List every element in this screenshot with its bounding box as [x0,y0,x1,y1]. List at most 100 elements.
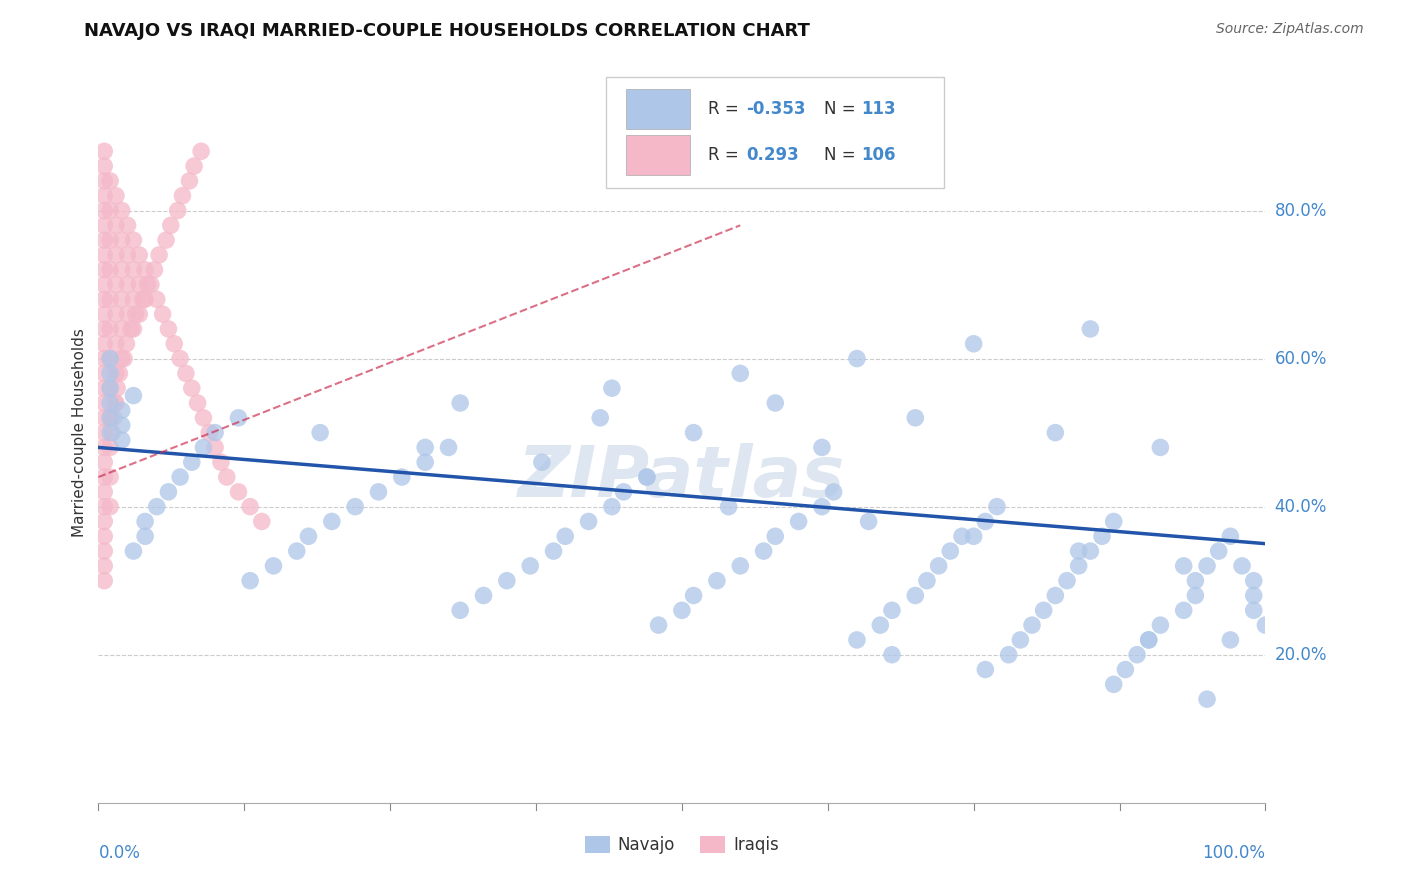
Point [1114,663,1136,677]
Text: R =: R = [707,100,744,118]
Point [128,248,150,262]
Point [98,410,121,425]
Point [706,574,728,588]
Point [589,410,612,425]
Point [104,396,127,410]
Point [763,529,786,543]
Point [215,470,238,484]
Point [1021,618,1043,632]
Point [811,500,834,514]
Point [869,618,891,632]
Point [1243,574,1265,588]
Point [1126,648,1149,662]
Point [134,293,156,307]
Point [472,589,495,603]
Point [904,410,927,425]
Point [939,544,962,558]
Point [962,529,984,543]
Text: ZIPatlas: ZIPatlas [519,442,845,511]
Point [93,410,115,425]
Point [496,574,519,588]
Point [1045,425,1067,440]
Point [93,145,115,159]
Text: N =: N = [824,146,860,164]
Point [1243,603,1265,617]
Point [1067,558,1090,573]
Text: -0.353: -0.353 [747,100,806,118]
Bar [626,88,690,129]
Point [613,484,636,499]
Text: 106: 106 [862,146,896,164]
Point [730,558,752,573]
Point [1243,589,1265,603]
Point [1195,692,1218,706]
Point [111,351,134,366]
Point [111,433,134,447]
Text: 40.0%: 40.0% [1275,498,1327,516]
Point [183,159,205,173]
Point [128,277,150,292]
Point [111,403,134,417]
Point [93,233,115,247]
Point [1080,544,1102,558]
Point [519,558,541,573]
Point [880,603,903,617]
Text: 20.0%: 20.0% [1275,646,1327,664]
Point [111,262,134,277]
Point [169,351,191,366]
Point [1173,603,1195,617]
Point [1184,574,1206,588]
Point [682,589,704,603]
Point [928,558,950,573]
Point [682,425,704,440]
Point [187,396,209,410]
Point [543,544,565,558]
Point [93,500,115,514]
Point [1208,544,1230,558]
Point [169,470,191,484]
Point [1045,589,1067,603]
Text: 100.0%: 100.0% [1202,844,1265,862]
Point [1056,574,1078,588]
Text: R =: R = [707,146,749,164]
Point [104,277,127,292]
Point [111,233,134,247]
Point [636,470,658,484]
Point [239,500,262,514]
Point [155,233,177,247]
Point [93,455,115,469]
Point [449,396,471,410]
Point [146,293,169,307]
Point [115,336,138,351]
Point [108,367,131,381]
Text: 113: 113 [862,100,896,118]
Point [554,529,576,543]
Point [104,188,127,202]
Point [1149,618,1171,632]
Point [111,293,134,307]
Point [98,322,121,336]
Point [111,418,134,433]
Point [1091,529,1114,543]
Point [915,574,938,588]
Point [752,544,775,558]
Point [139,277,162,292]
Point [104,396,127,410]
Point [193,441,215,455]
Text: 80.0%: 80.0% [1275,202,1327,219]
Point [98,293,121,307]
Point [811,441,834,455]
Point [93,484,115,499]
Text: Source: ZipAtlas.com: Source: ZipAtlas.com [1216,22,1364,37]
Point [93,396,115,410]
Point [157,322,180,336]
Point [93,188,115,202]
Point [787,515,810,529]
Point [93,544,115,558]
Point [98,367,121,381]
Point [1010,632,1032,647]
Point [104,336,127,351]
Text: 0.0%: 0.0% [98,844,141,862]
Point [148,248,170,262]
Text: NAVAJO VS IRAQI MARRIED-COUPLE HOUSEHOLDS CORRELATION CHART: NAVAJO VS IRAQI MARRIED-COUPLE HOUSEHOLD… [84,22,810,40]
